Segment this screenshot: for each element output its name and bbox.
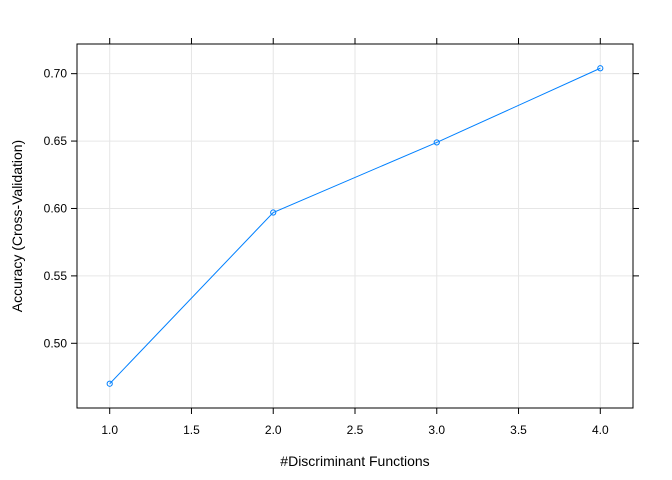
y-axis-label: Accuracy (Cross-Validation): [9, 140, 25, 312]
data-point: [433, 139, 440, 146]
y-tick-label: 0.55: [44, 269, 68, 283]
x-tick-label: 2.5: [347, 423, 364, 437]
grid-lines: [77, 44, 633, 408]
x-tick-label: 1.5: [183, 423, 200, 437]
data-point: [597, 65, 604, 72]
series-line: [109, 67, 601, 385]
y-tick-label: 0.60: [44, 201, 68, 215]
x-tick-label: 1.0: [101, 423, 118, 437]
y-tick-label: 0.70: [44, 67, 68, 81]
x-tick-label: 4.0: [592, 423, 609, 437]
x-axis-label: #Discriminant Functions: [280, 453, 429, 469]
data-point: [106, 380, 113, 387]
x-tick-label: 3.5: [510, 423, 527, 437]
axis-ticks: 1.0 1.5 2.0 2.5 3.0 3.5 4.0 0.50 0.55 0.60 0.65 0.7…: [44, 38, 639, 437]
data-point: [270, 209, 277, 216]
x-tick-label: 3.0: [428, 423, 445, 437]
x-tick-label: 2.0: [265, 423, 282, 437]
y-tick-label: 0.65: [44, 134, 68, 148]
y-tick-label: 0.50: [44, 336, 68, 350]
series-layer: [106, 65, 604, 387]
